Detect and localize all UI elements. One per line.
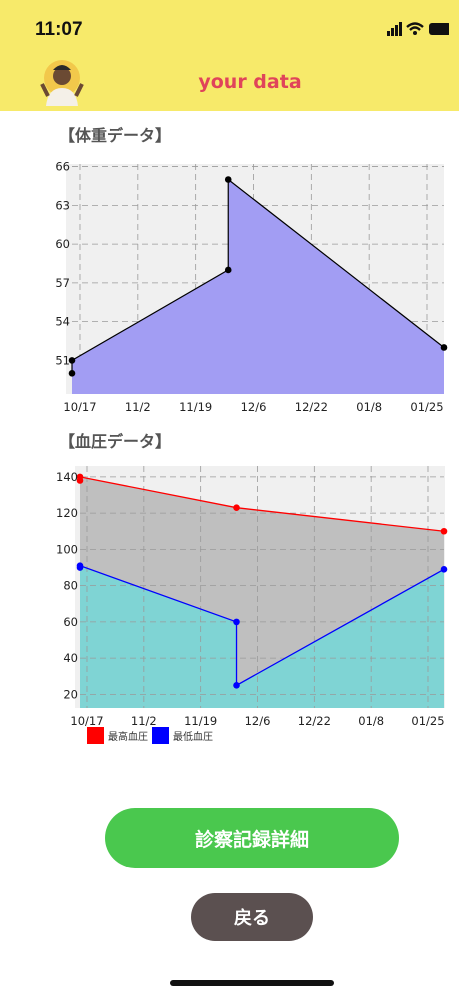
x-tick-label: 12/6: [245, 714, 271, 728]
x-tick-label: 11/2: [125, 400, 151, 414]
legend-swatch-low: [152, 727, 169, 744]
x-tick-label: 01/25: [410, 400, 443, 414]
x-tick-label: 12/22: [295, 400, 328, 414]
y-tick-label: 57: [55, 276, 70, 290]
x-tick-label: 01/8: [358, 714, 384, 728]
x-tick-label: 11/19: [184, 714, 217, 728]
bp-legend: 最高血圧 最低血圧: [87, 727, 217, 744]
weight-point: [68, 357, 76, 364]
y-tick-label: 60: [55, 237, 70, 251]
weight-point: [224, 176, 232, 183]
x-tick-label: 10/17: [63, 400, 96, 414]
app-header: 11:07 your data: [0, 0, 459, 111]
weight-x-ticks: 10/17 11/2 11/19 12/6 12/22 01/8 01/25: [63, 400, 443, 414]
bp-high-point: [440, 527, 448, 535]
y-tick-label: 100: [56, 542, 78, 556]
bp-high-point: [76, 473, 84, 481]
bp-low-area: [80, 565, 444, 708]
weight-point: [68, 370, 76, 377]
x-tick-label: 11/2: [131, 714, 157, 728]
y-tick-label: 60: [63, 615, 78, 629]
bp-y-ticks: 20 40 60 80 100 120 140: [56, 470, 78, 702]
legend-item-high: 最高血圧: [87, 727, 148, 744]
weight-area: [72, 179, 444, 394]
bp-low-point: [440, 566, 448, 573]
y-tick-label: 120: [56, 506, 78, 520]
page-title: your data: [198, 71, 302, 93]
medical-records-button[interactable]: 診察記録詳細: [105, 808, 399, 868]
weight-y-ticks: 51 54 57 60 63 66: [55, 160, 70, 368]
legend-label-high: 最高血圧: [108, 732, 148, 743]
avatar[interactable]: [38, 58, 88, 108]
x-tick-label: 10/17: [70, 714, 103, 728]
bp-section-title: 【血圧データ】: [59, 432, 172, 451]
x-tick-label: 12/6: [241, 400, 267, 414]
legend-swatch-high: [87, 727, 104, 744]
y-tick-label: 63: [55, 198, 70, 212]
y-tick-label: 20: [63, 687, 78, 701]
bp-low-point: [76, 562, 84, 570]
signal-icon: [387, 22, 402, 36]
bp-high-point: [233, 504, 240, 511]
back-button[interactable]: 戻る: [191, 893, 313, 941]
home-indicator: [170, 980, 334, 986]
weight-points: [68, 176, 448, 377]
wifi-icon: [406, 22, 424, 35]
x-tick-label: 01/25: [411, 714, 444, 728]
battery-icon: [429, 23, 449, 35]
weight-point: [224, 266, 232, 274]
x-tick-label: 11/19: [179, 400, 212, 414]
bp-low-point: [233, 682, 240, 689]
status-time: 11:07: [35, 19, 83, 40]
y-tick-label: 51: [55, 353, 70, 367]
x-tick-label: 01/8: [356, 400, 382, 414]
y-tick-label: 140: [56, 470, 78, 484]
x-tick-label: 12/22: [298, 714, 331, 728]
y-tick-label: 66: [55, 160, 70, 174]
y-tick-label: 54: [55, 315, 70, 329]
y-tick-label: 40: [63, 651, 78, 665]
y-tick-label: 80: [63, 579, 78, 593]
weight-point: [440, 344, 448, 351]
status-icons: [387, 22, 449, 36]
bp-points: [76, 473, 448, 689]
bp-grid: [80, 466, 444, 708]
weight-section-title: 【体重データ】: [59, 126, 172, 145]
weight-chart: 51 54 57 60 63 66 10/17 11/2 11/19 12/6 12/22 01/8…: [55, 160, 448, 414]
legend-item-low: 最低血圧: [152, 727, 213, 744]
bp-low-point: [233, 618, 240, 626]
bp-chart: 20 40 60 80 100 120 140 10/17 11/2 11/19 12/6 12/2…: [56, 466, 448, 728]
legend-label-low: 最低血圧: [173, 732, 213, 743]
bp-x-ticks: 10/17 11/2 11/19 12/6 12/22 01/8 01/25: [70, 714, 444, 728]
